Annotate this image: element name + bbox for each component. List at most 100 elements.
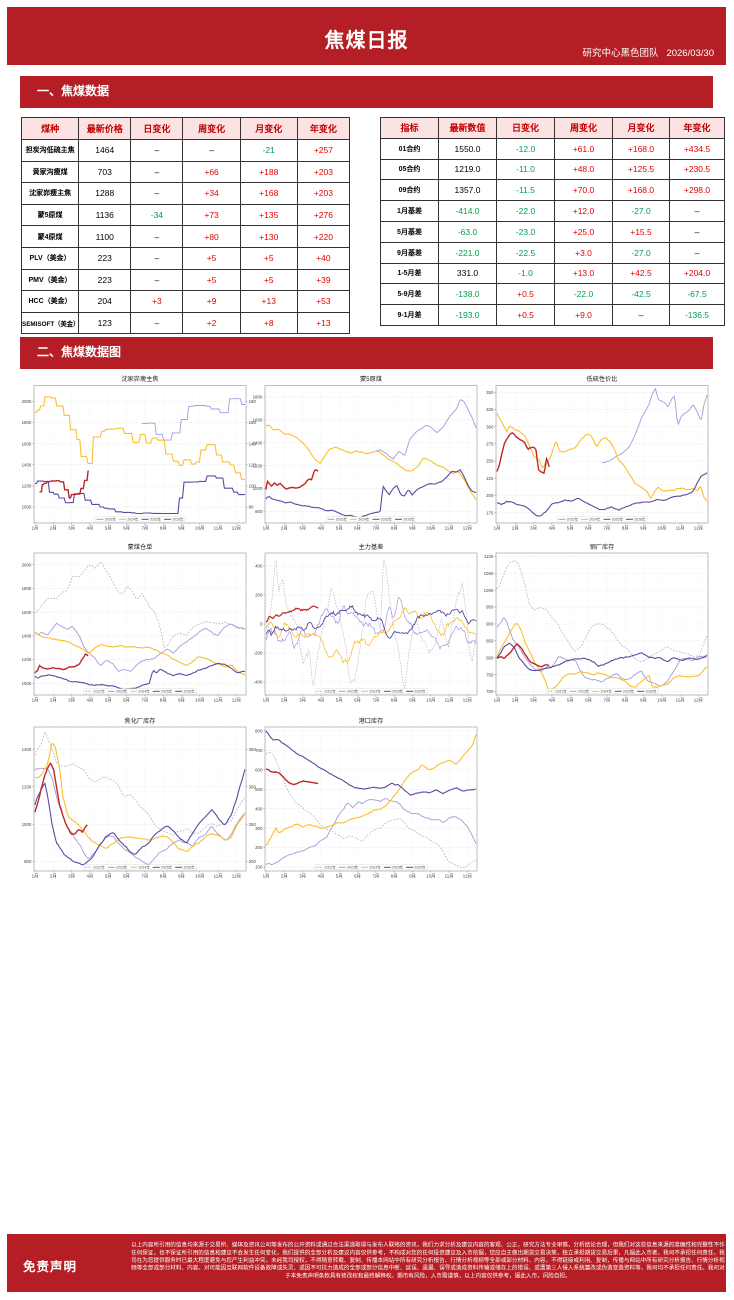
svg-text:2月: 2月 [50, 698, 57, 704]
svg-text:2026年: 2026年 [645, 689, 657, 694]
svg-text:8月: 8月 [160, 698, 167, 704]
svg-text:10月: 10月 [426, 526, 435, 532]
svg-text:5月: 5月 [567, 526, 574, 532]
svg-text:2月: 2月 [281, 698, 288, 704]
svg-text:11月: 11月 [214, 698, 223, 704]
svg-text:3月: 3月 [68, 874, 75, 880]
svg-text:2022年: 2022年 [325, 865, 337, 870]
svg-text:700: 700 [486, 689, 494, 694]
svg-text:100: 100 [249, 484, 257, 489]
svg-text:2022年: 2022年 [94, 865, 106, 870]
svg-text:200: 200 [255, 593, 263, 598]
svg-text:250: 250 [486, 459, 494, 464]
svg-text:800: 800 [255, 729, 263, 734]
svg-text:7月: 7月 [141, 526, 148, 532]
svg-text:2023年: 2023年 [567, 517, 579, 522]
svg-text:1月: 1月 [263, 526, 270, 532]
svg-text:4月: 4月 [86, 698, 93, 704]
svg-text:4月: 4月 [86, 526, 93, 532]
svg-text:1400: 1400 [22, 747, 32, 752]
svg-text:200: 200 [249, 859, 257, 864]
svg-text:12月: 12月 [694, 526, 703, 532]
svg-text:300: 300 [249, 784, 257, 789]
svg-text:800: 800 [255, 509, 263, 514]
svg-text:750: 750 [486, 672, 494, 677]
svg-text:2000: 2000 [22, 399, 32, 404]
svg-text:2023年: 2023年 [336, 517, 348, 522]
svg-text:8月: 8月 [160, 874, 167, 880]
svg-text:1800: 1800 [253, 395, 263, 400]
svg-text:1000: 1000 [484, 588, 494, 593]
svg-text:8月: 8月 [391, 698, 398, 704]
svg-text:1000: 1000 [253, 486, 263, 491]
svg-text:8月: 8月 [622, 698, 629, 704]
svg-text:1400: 1400 [22, 633, 32, 638]
svg-text:1200: 1200 [22, 657, 32, 662]
svg-text:2月: 2月 [512, 526, 519, 532]
svg-text:12月: 12月 [232, 874, 241, 880]
svg-text:2026年: 2026年 [183, 689, 195, 694]
svg-text:低硫性价比: 低硫性价比 [587, 375, 618, 383]
svg-text:80: 80 [249, 505, 254, 510]
svg-text:4月: 4月 [317, 698, 324, 704]
svg-text:11月: 11月 [676, 526, 685, 532]
svg-text:850: 850 [486, 639, 494, 644]
svg-text:7月: 7月 [603, 698, 610, 704]
svg-text:2025年: 2025年 [150, 517, 162, 522]
svg-text:1000: 1000 [22, 505, 32, 510]
svg-text:2024年: 2024年 [601, 689, 613, 694]
svg-text:11月: 11月 [214, 874, 223, 880]
svg-text:10月: 10月 [195, 874, 204, 880]
svg-text:160: 160 [249, 420, 257, 425]
svg-text:350: 350 [486, 390, 494, 395]
svg-text:2022年: 2022年 [94, 689, 106, 694]
svg-text:800: 800 [24, 859, 32, 864]
svg-text:2月: 2月 [281, 874, 288, 880]
svg-text:-200: -200 [254, 651, 263, 656]
svg-text:9月: 9月 [178, 526, 185, 532]
svg-text:12月: 12月 [694, 698, 703, 704]
svg-text:250: 250 [249, 822, 257, 827]
svg-text:6月: 6月 [354, 698, 361, 704]
svg-text:300: 300 [486, 424, 494, 429]
svg-text:400: 400 [255, 806, 263, 811]
svg-text:9月: 9月 [409, 698, 416, 704]
svg-text:11月: 11月 [445, 698, 454, 704]
svg-text:2000: 2000 [22, 562, 32, 567]
svg-text:2月: 2月 [50, 526, 57, 532]
svg-text:11月: 11月 [445, 526, 454, 532]
svg-text:3月: 3月 [530, 526, 537, 532]
svg-text:1050: 1050 [484, 571, 494, 576]
svg-text:7月: 7月 [372, 874, 379, 880]
svg-text:2024年: 2024年 [589, 517, 601, 522]
svg-text:焦化厂库存: 焦化厂库存 [125, 717, 156, 725]
svg-text:5月: 5月 [105, 526, 112, 532]
svg-text:4月: 4月 [548, 698, 555, 704]
svg-text:2025年: 2025年 [161, 689, 173, 694]
svg-text:6月: 6月 [123, 526, 130, 532]
svg-text:5月: 5月 [336, 526, 343, 532]
svg-text:2025年: 2025年 [161, 865, 173, 870]
svg-text:10月: 10月 [657, 526, 666, 532]
svg-text:1800: 1800 [22, 586, 32, 591]
svg-text:1200: 1200 [22, 484, 32, 489]
svg-text:2026年: 2026年 [172, 517, 184, 522]
svg-text:6月: 6月 [585, 526, 592, 532]
svg-text:2025年: 2025年 [392, 865, 404, 870]
svg-text:4月: 4月 [317, 526, 324, 532]
svg-text:11月: 11月 [445, 874, 454, 880]
svg-text:2025年: 2025年 [381, 517, 393, 522]
svg-text:1600: 1600 [22, 441, 32, 446]
svg-text:12月: 12月 [463, 698, 472, 704]
svg-text:10月: 10月 [657, 698, 666, 704]
svg-text:0: 0 [260, 622, 263, 627]
svg-text:2026年: 2026年 [414, 689, 426, 694]
svg-text:10月: 10月 [426, 874, 435, 880]
svg-text:200: 200 [486, 493, 494, 498]
svg-text:800: 800 [486, 655, 494, 660]
svg-text:1月: 1月 [263, 698, 270, 704]
svg-text:2024年: 2024年 [370, 689, 382, 694]
svg-text:主力基差: 主力基差 [359, 543, 384, 551]
svg-text:6月: 6月 [123, 698, 130, 704]
svg-text:7月: 7月 [372, 526, 379, 532]
